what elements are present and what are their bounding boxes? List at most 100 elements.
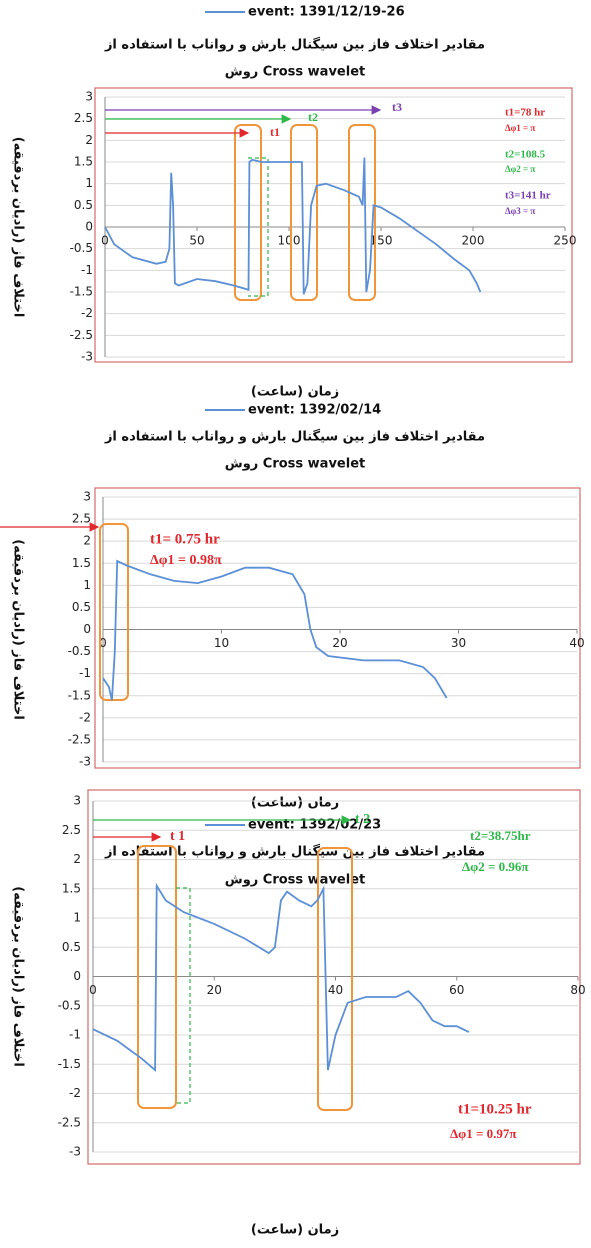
highlight-box [290,124,318,301]
x-tick-label: 250 [554,234,577,248]
annotation: t1 [270,125,280,139]
annotation: Δφ1 = 0.97π [450,1126,517,1141]
highlight-box [317,847,353,1111]
y-tick-label: 3 [85,90,93,104]
annotation: t1=10.25 hr [458,1101,532,1117]
y-tick-label: 1 [85,176,93,190]
highlight-box [137,845,177,1109]
chart-title: مقادیر اختلاف فاز بین سیگنال بارش و روان… [104,844,485,860]
highlight-box [99,523,129,701]
plot-frame [94,487,581,769]
x-tick-label: 10 [214,636,229,650]
x-tick-label: 20 [207,983,222,997]
y-tick-label: -2.5 [68,732,91,746]
y-tick-label: -0.5 [70,241,93,255]
y-tick-label: 1.5 [74,155,93,169]
annotation: Δφ1 = π [505,123,535,133]
y-tick-label: 3 [73,794,81,808]
x-tick-label: 150 [370,234,393,248]
x-tick-label: 40 [328,983,343,997]
annotation: t1=78 hr [505,107,545,119]
x-tick-label: 0 [99,636,107,650]
y-tick-label: 2 [83,534,91,548]
chart-subtitle: روش Cross wavelet [225,873,366,888]
y-tick-label: -2 [69,1086,81,1100]
y-tick-label: 0.5 [72,600,91,614]
y-tick-label: 2.5 [72,512,91,526]
annotation: t1= 0.75 hr [150,531,220,547]
y-tick-label: -0.5 [58,998,81,1012]
y-tick-label: -1.5 [58,1057,81,1071]
legend-label: event: 1392/02/14 [248,403,381,418]
y-tick-label: 2.5 [74,111,93,125]
annotation: t 1 [170,829,185,844]
y-tick-label: -0.5 [68,644,91,658]
annotation: t2=38.75hr [470,828,531,843]
y-tick-label: 3 [83,490,91,504]
y-tick-label: 0 [73,969,81,983]
plot-frame [87,789,581,1165]
phase-bracket [176,887,191,1104]
y-axis-label: اختلاف فاز (رادیان بردقیقه) [11,886,26,1067]
y-tick-label: -1 [69,1028,81,1042]
x-axis-label: زمان (ساعت) [251,1223,339,1238]
chart: event: 1392/02/14 مقادیر اختلاف فاز بین س… [0,403,585,811]
annotation: t3 [392,100,402,114]
x-axis-label: زمان (ساعت) [251,796,339,811]
y-tick-label: 1 [83,578,91,592]
annotation: Δφ1 = 0.98π [150,553,222,568]
y-tick-label: -2.5 [70,328,93,342]
y-tick-label: -1 [79,666,91,680]
x-tick-label: 80 [570,983,585,997]
y-tick-label: 2 [85,133,93,147]
chart-subtitle: روش Cross wavelet [225,457,366,472]
x-tick-label: 200 [462,234,485,248]
y-axis-label: اختلاف فاز (رادیان بردقیقه) [11,137,26,318]
phase-bracket [248,157,269,297]
y-tick-label: -2 [81,306,93,320]
y-tick-label: 1 [73,911,81,925]
data-line [102,559,448,701]
y-tick-label: -1 [81,263,93,277]
x-tick-label: 0 [89,983,97,997]
x-tick-label: 20 [332,636,347,650]
chart-title: مقادیر اختلاف فاز بین سیگنال بارش و روان… [104,429,485,445]
annotation: Δφ2 = π [505,164,535,174]
chart: event: 1391/12/19-26 مقادیر اختلاف فاز بی… [11,5,577,400]
x-tick-label: 0 [101,234,109,248]
annotation: t 2 [355,812,370,827]
x-tick-label: 30 [451,636,466,650]
y-tick-label: 0.5 [62,940,81,954]
y-tick-label: 0 [83,622,91,636]
annotation: t3=141 hr [505,190,551,202]
y-axis-label: اختلاف فاز (رادیان بردقیقه) [11,539,26,720]
legend-label: event: 1391/12/19-26 [248,5,405,20]
annotation: Δφ2 = 0.96π [462,859,529,874]
chart-subtitle: روش Cross wavelet [225,65,366,80]
annotation: t2=108.5 [505,149,546,161]
y-tick-label: 1.5 [72,556,91,570]
y-tick-label: -3 [69,1145,81,1159]
y-tick-label: -1.5 [70,285,93,299]
annotation: Δφ3 = π [505,206,535,216]
y-tick-label: 0.5 [74,198,93,212]
y-tick-label: -3 [79,755,91,769]
x-tick-label: 60 [449,983,464,997]
y-tick-label: -3 [81,350,93,364]
y-tick-label: 2 [73,852,81,866]
data-line [92,882,470,1073]
annotation: t2 [308,110,318,124]
y-tick-label: 0 [85,220,93,234]
highlight-box [348,124,376,301]
y-tick-label: 1.5 [62,881,81,895]
chart-title: مقادیر اختلاف فاز بین سیگنال بارش و روان… [104,37,485,53]
x-tick-label: 100 [278,234,301,248]
x-axis-label: زمان (ساعت) [251,385,339,400]
y-tick-label: -2.5 [58,1115,81,1129]
y-tick-label: 2.5 [62,823,81,837]
x-tick-label: 40 [569,636,584,650]
data-line [104,157,482,295]
y-tick-label: -1.5 [68,688,91,702]
